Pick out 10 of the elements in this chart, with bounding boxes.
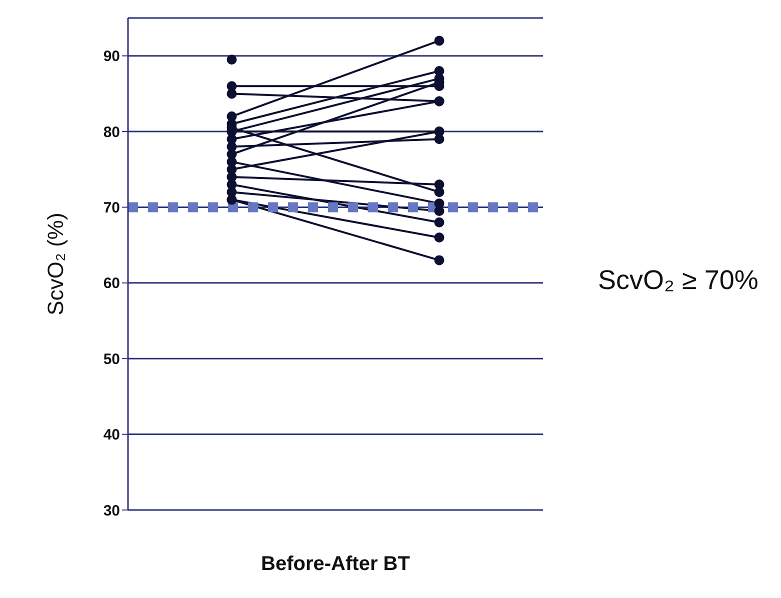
y-tick-label: 30 bbox=[103, 502, 120, 520]
ref-line-label: ScvO₂ ≥ 70% bbox=[598, 265, 758, 296]
y-tick-label: 60 bbox=[103, 275, 120, 292]
y-tick-label: 40 bbox=[103, 426, 120, 444]
y-tick-label: 70 bbox=[103, 200, 120, 217]
y-axis-title: ScvO₂ (%) bbox=[43, 212, 68, 316]
x-axis-title: Before-After BT bbox=[261, 553, 410, 575]
y-tick-label: 90 bbox=[103, 48, 120, 66]
y-tick-label: 80 bbox=[103, 124, 120, 141]
y-tick-label: 50 bbox=[103, 350, 120, 368]
